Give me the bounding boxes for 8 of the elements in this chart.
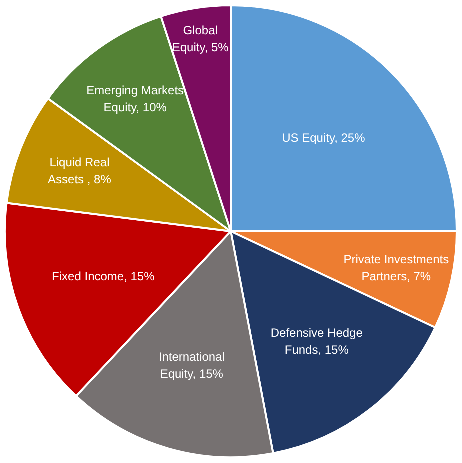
slice-label: Fixed Income, 15% — [52, 270, 156, 284]
slice-label: Defensive Hedge Funds, 15% — [270, 326, 364, 358]
slice-label: Private Investments Partners, 7% — [344, 252, 450, 284]
slice-label: US Equity, 25% — [282, 131, 366, 146]
slice-label: International Equity, 15% — [158, 350, 225, 381]
slice-label: Liquid Real Assets , 8% — [48, 155, 112, 186]
slice-label: Global Equity, 5% — [172, 23, 230, 54]
slice-label: Emerging Markets Equity, 10% — [86, 84, 184, 115]
